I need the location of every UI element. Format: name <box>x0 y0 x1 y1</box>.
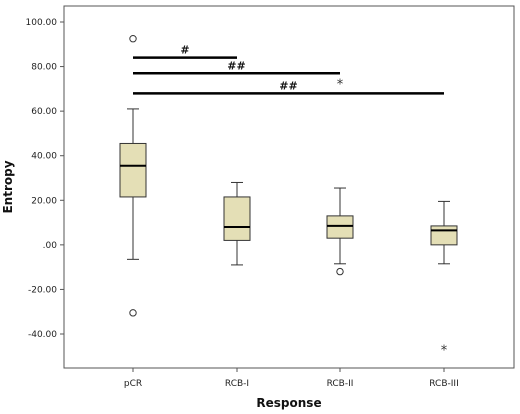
outlier-point <box>129 35 137 43</box>
y-tick-label: 60.00 <box>31 107 57 117</box>
significance-bracket: # <box>133 44 237 59</box>
y-tick-label: 100.00 <box>26 18 58 28</box>
y-tick-label: 40.00 <box>31 152 57 162</box>
box-rcb-ii: * <box>326 77 354 276</box>
x-tick-label: RCB-III <box>429 379 458 389</box>
significance-label: ## <box>227 59 245 72</box>
box-series: ** <box>119 35 458 359</box>
outlier-point <box>129 309 137 317</box>
box-rcb-iii: * <box>430 200 458 359</box>
significance-label: # <box>180 44 189 57</box>
extreme-point: * <box>441 344 448 359</box>
y-tick-label: .00 <box>43 241 58 251</box>
outlier-point <box>336 267 344 276</box>
y-tick-label: -40.00 <box>28 330 57 340</box>
x-axis-title: Response <box>256 396 321 410</box>
x-axis: pCR RCB-I RCB-II RCB-III <box>124 368 459 389</box>
box-rcb-i <box>223 181 251 266</box>
x-tick-label: pCR <box>124 379 142 389</box>
iqr-box <box>119 142 147 198</box>
iqr-box <box>326 215 354 239</box>
significance-label: ## <box>279 79 297 92</box>
x-tick-label: RCB-II <box>327 379 354 389</box>
significance-annotations: ##### <box>133 44 444 95</box>
iqr-box <box>430 225 458 246</box>
y-tick-label: -20.00 <box>28 285 57 295</box>
y-axis: 100.00 80.00 60.00 40.00 20.00 .00 -20.00 -40.0… <box>26 18 64 340</box>
x-tick-label: RCB-I <box>225 379 249 389</box>
iqr-box <box>223 196 251 241</box>
y-tick-label: 80.00 <box>31 63 57 73</box>
extreme-point: * <box>337 77 344 92</box>
y-axis-title: Entropy <box>1 160 15 213</box>
y-tick-label: 20.00 <box>31 196 57 206</box>
significance-bracket: ## <box>133 59 340 75</box>
box-pcr <box>119 35 147 317</box>
significance-bracket: ## <box>133 79 444 95</box>
